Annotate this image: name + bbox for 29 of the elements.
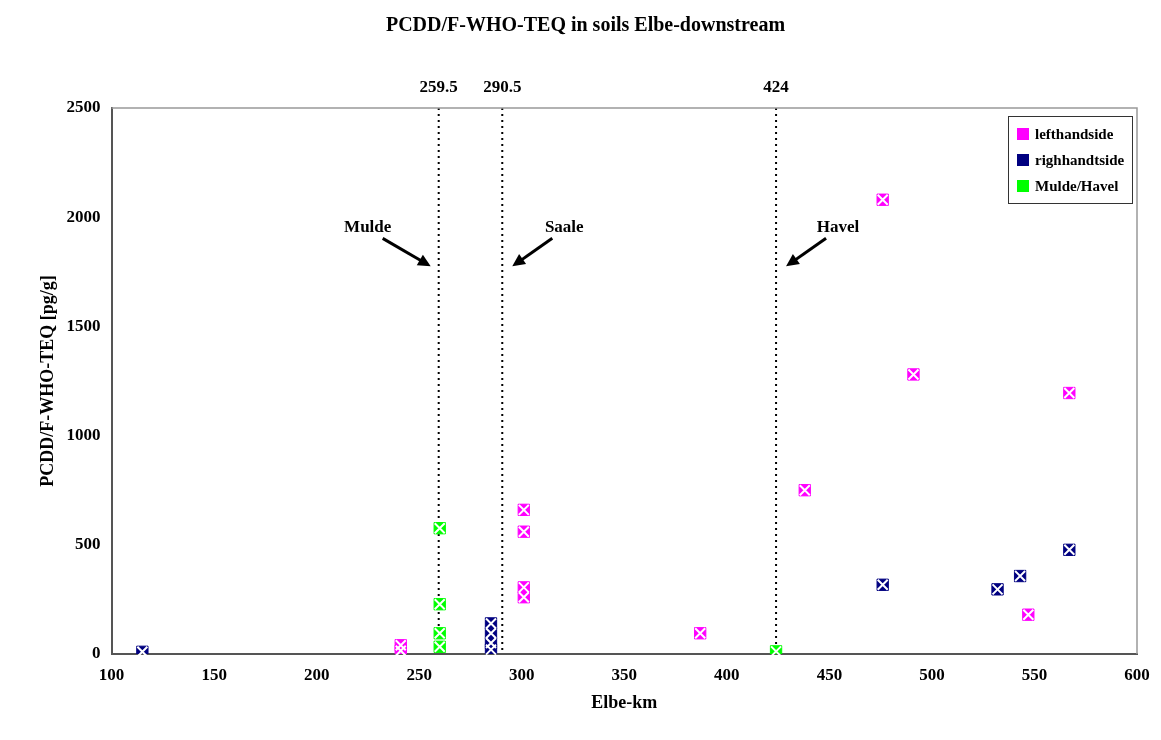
ref-line-label: 259.5 <box>419 77 458 96</box>
x-tick-label: 500 <box>919 664 945 684</box>
y-axis-title: PCDD/F-WHO-TEQ [pg/g] <box>37 275 58 487</box>
y-tick-label: 2500 <box>66 97 101 117</box>
x-tick-label: 350 <box>611 664 638 684</box>
y-tick-label: 1000 <box>66 424 101 444</box>
x-tick-label: 400 <box>714 664 740 684</box>
x-tick-label: 550 <box>1021 664 1048 684</box>
x-tick-label: 200 <box>303 664 330 684</box>
y-tick-label: 500 <box>75 534 101 554</box>
annotation: Mulde <box>344 217 392 237</box>
x-tick-label: 300 <box>509 664 535 684</box>
ref-line-label: 424 <box>763 77 790 96</box>
x-tick-label: 250 <box>406 664 432 684</box>
legend-label: Mulde/Havel <box>1035 177 1119 195</box>
x-tick-label: 450 <box>816 664 843 684</box>
legend-label: lefthandside <box>1035 125 1114 143</box>
x-tick-label: 600 <box>1124 664 1150 684</box>
annotation: Havel <box>816 217 860 237</box>
annotation: Saale <box>544 217 585 237</box>
ref-line-label: 290.5 <box>483 77 522 96</box>
y-tick-label: 0 <box>92 643 101 663</box>
x-tick-label: 150 <box>201 664 227 684</box>
chart-title: PCDD/F-WHO-TEQ in soils Elbe-downstream <box>385 13 786 36</box>
x-tick-label: 100 <box>98 664 125 684</box>
y-tick-label: 1500 <box>66 315 101 335</box>
y-tick-label: 2000 <box>66 206 101 226</box>
x-axis-title: Elbe-km <box>591 691 658 712</box>
legend-label: righhandtside <box>1035 151 1125 169</box>
